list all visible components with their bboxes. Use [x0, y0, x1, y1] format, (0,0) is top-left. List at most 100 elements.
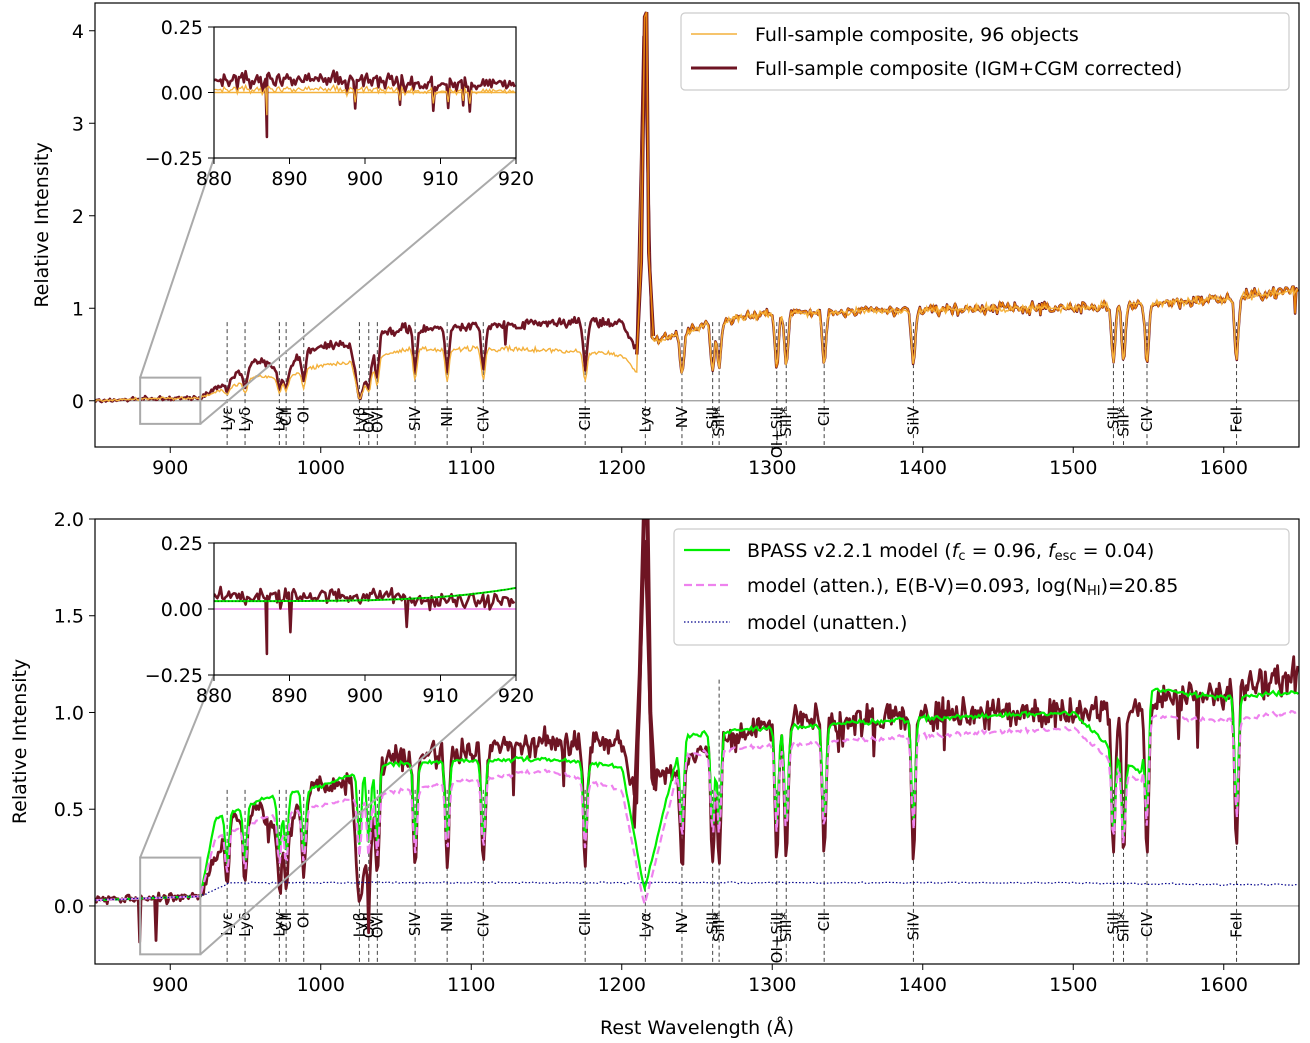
- legend-label: Full-sample composite (IGM+CGM corrected…: [755, 58, 1182, 80]
- line-marker-label: SiII*: [777, 406, 795, 437]
- legend-bottom: BPASS v2.2.1 model (fc = 0.96, fesc = 0.…: [673, 528, 1290, 646]
- line-marker-label: Lyα: [636, 912, 654, 938]
- line-marker-label: Lyγ: [270, 912, 288, 937]
- axes-frame: [94, 518, 1300, 965]
- y-tick-label: 2: [72, 206, 84, 228]
- y-tick-label: 0.0: [54, 896, 84, 918]
- zoom-region-box: [139, 856, 202, 956]
- legend-label-part: )=20.85: [1101, 575, 1179, 597]
- line-marker-label: SiII*: [710, 911, 728, 942]
- x-tick-label: 1100: [447, 457, 495, 479]
- lya-peak-inner: [636, 11, 655, 355]
- lya-peak: [631, 519, 657, 829]
- line-marker-label: Lyε: [218, 407, 236, 431]
- y-tick-label: 1.0: [54, 702, 84, 724]
- line-marker-label: SiIV: [904, 911, 922, 940]
- line-marker-label: SiII*: [1115, 406, 1133, 437]
- inset-unatten: [214, 587, 516, 602]
- inset-y-tick-label: 0.25: [161, 17, 203, 39]
- legend-label-part: f: [952, 540, 962, 562]
- line-marker-label: SiIV: [904, 406, 922, 435]
- x-tick-label: 1600: [1200, 457, 1248, 479]
- line-marker-label: CIV: [474, 911, 492, 937]
- x-tick-label: 1200: [598, 974, 646, 996]
- legend-label: model (unatten.): [747, 612, 907, 634]
- line-marker-label: SiII*: [710, 406, 728, 437]
- inset-x-tick-label: 900: [347, 685, 383, 707]
- y-tick-label: 0: [72, 391, 84, 413]
- inset-x-tick-label: 900: [347, 168, 383, 190]
- inset-x-tick-label: 890: [271, 168, 307, 190]
- inset-x-tick-label: 910: [422, 168, 458, 190]
- line-marker-label: OVI: [368, 407, 386, 433]
- zoom-connector: [139, 674, 215, 858]
- line-marker-label: NII: [438, 912, 456, 932]
- x-tick-label: 1100: [447, 974, 495, 996]
- line-marker-label: SiII: [1104, 407, 1122, 430]
- legend-label-part: f: [1048, 540, 1058, 562]
- line-marker-label: CIV: [474, 406, 492, 432]
- zoom-connector: [199, 674, 517, 956]
- line-marker-label: Lyα: [636, 407, 654, 433]
- x-tick-label: 1500: [1049, 974, 1097, 996]
- x-tick-label: 900: [152, 974, 188, 996]
- x-tick-label: 1300: [748, 974, 796, 996]
- line-marker-label: SIV: [406, 406, 424, 431]
- y-tick-label: 0.5: [54, 799, 84, 821]
- y-axis-label: Relative Intensity: [9, 659, 31, 824]
- axes-frame: [94, 2, 1300, 448]
- y-axis-label: Relative Intensity: [31, 142, 53, 307]
- legend-label-part: = 0.04): [1077, 540, 1155, 562]
- legend-label-part: model (atten.), E(B-V)=0.093, log(N: [747, 575, 1087, 597]
- inset-series: [214, 69, 516, 139]
- line-marker-label: CII: [815, 407, 833, 426]
- inset-y-tick-label: −0.25: [145, 148, 203, 170]
- line-marker-label: CIV: [1138, 911, 1156, 937]
- series-corrected-overlay: [648, 213, 1299, 373]
- line-marker-label: Lyγ: [270, 407, 288, 432]
- line-marker-label: FeII: [1228, 407, 1246, 433]
- line-marker-label: OI+SiII: [768, 912, 786, 963]
- x-tick-label: 900: [152, 457, 188, 479]
- legend-label: BPASS v2.2.1 model (fc = 0.96, fesc = 0.…: [747, 540, 1154, 564]
- line-marker-label: OI: [295, 912, 313, 928]
- line-marker-label: SiII*: [777, 911, 795, 942]
- line-marker-label: CII: [277, 912, 295, 931]
- line-marker-label: OI: [295, 407, 313, 423]
- line-marker-label: NV: [673, 911, 691, 933]
- line-marker-label: CIII: [576, 407, 594, 431]
- legend-label-part: BPASS v2.2.1 model (: [747, 540, 952, 562]
- line-marker-label: Lyβ: [350, 407, 368, 432]
- line-marker-label: NII: [438, 407, 456, 427]
- inset-x-tick-label: 920: [498, 685, 534, 707]
- line-marker-label: Lyβ: [350, 912, 368, 937]
- inset-x-tick-label: 920: [498, 168, 534, 190]
- legend-label-part: HI: [1087, 584, 1101, 599]
- legend-label-part: = 0.96,: [966, 540, 1048, 562]
- series-data: [95, 539, 1299, 944]
- legend-label: model (atten.), E(B-V)=0.093, log(NHI)=2…: [747, 575, 1178, 599]
- y-tick-label: 1.5: [54, 606, 84, 628]
- line-marker-label: SIV: [406, 911, 424, 936]
- line-marker-label: OVI: [368, 912, 386, 938]
- inset-composite: [214, 83, 516, 116]
- line-marker-label: FeII: [1228, 912, 1246, 938]
- line-marker-label: SiII: [704, 912, 722, 935]
- y-tick-label: 4: [72, 21, 84, 43]
- y-tick-label: 3: [72, 113, 84, 135]
- x-tick-label: 1400: [899, 974, 947, 996]
- line-marker-label: SiII: [704, 407, 722, 430]
- inset-top: 880 890 900 910 920 −0.25 0.00 0.25: [145, 17, 534, 190]
- series-composite: [95, 40, 1298, 403]
- x-tick-label: 1000: [297, 974, 345, 996]
- line-marker-label: Lyε: [218, 912, 236, 936]
- line-marker-label: SiII*: [1115, 911, 1133, 942]
- zoom-connector: [139, 157, 215, 378]
- inset-y-tick-label: 0.00: [161, 83, 203, 105]
- line-marker-label: OI+SiII: [768, 407, 786, 458]
- inset-bottom: 880 890 900 910 920 −0.25 0.00 0.25: [145, 533, 534, 707]
- line-marker-label: NV: [673, 406, 691, 428]
- zoom-region-box: [139, 376, 202, 425]
